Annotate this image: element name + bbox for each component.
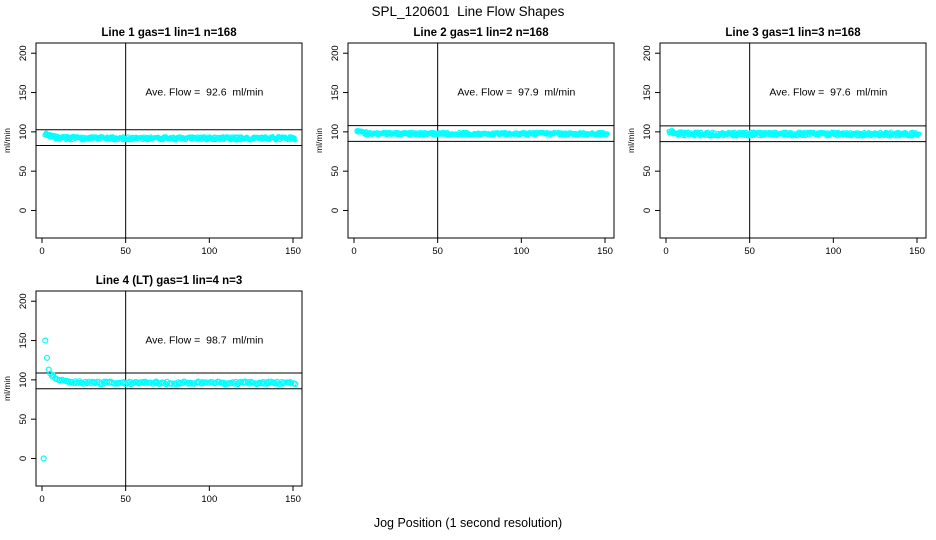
subplot-title: Line 4 (LT) gas=1 lin=4 n=3 — [96, 275, 242, 287]
x-tick-label: 50 — [432, 246, 443, 257]
y-axis-unit-label: ml/min — [2, 376, 12, 401]
data-points — [42, 130, 298, 143]
subplot-line-1-flow: Line 1 gas=1 lin=1 n=168 ml/min 0 50 100 150 2… — [2, 27, 303, 257]
y-tick-label: 50 — [18, 414, 29, 425]
y-tick-label: 0 — [330, 208, 341, 213]
x-tick-label: 50 — [744, 246, 755, 257]
y-tick-label: 150 — [330, 85, 341, 101]
y-axis-unit-label: ml/min — [2, 128, 12, 153]
y-tick-label: 100 — [642, 124, 653, 140]
x-tick-label: 150 — [597, 246, 613, 257]
x-tick-label: 0 — [39, 246, 44, 257]
x-tick-label: 150 — [285, 494, 301, 505]
y-axis-unit-label: ml/min — [314, 128, 324, 153]
y-tick-label: 50 — [642, 166, 653, 177]
y-tick-label: 0 — [18, 456, 29, 461]
ave-flow-annotation: Ave. Flow = 97.9 ml/min — [457, 87, 575, 99]
y-tick-label: 100 — [330, 124, 341, 140]
ave-flow-annotation: Ave. Flow = 98.7 ml/min — [145, 335, 263, 347]
x-axis-label: Jog Position (1 second resolution) — [373, 516, 563, 530]
x-tick-label: 0 — [663, 246, 668, 257]
plot-box — [35, 290, 303, 487]
y-tick-label: 150 — [18, 85, 29, 101]
y-tick-label: 200 — [330, 45, 341, 61]
data-points — [666, 127, 922, 139]
y-tick-label: 100 — [18, 372, 29, 388]
x-tick-label: 0 — [39, 494, 44, 505]
y-tick-label: 150 — [642, 85, 653, 101]
x-tick-label: 150 — [909, 246, 925, 257]
ave-flow-annotation: Ave. Flow = 92.6 ml/min — [145, 87, 263, 99]
subplot-line-4-flow: Line 4 (LT) gas=1 lin=4 n=3 ml/min 0 50 100 1… — [2, 275, 303, 505]
x-tick-label: 100 — [825, 246, 841, 257]
subplot-title: Line 3 gas=1 lin=3 n=168 — [725, 27, 861, 39]
subplot-title: Line 1 gas=1 lin=1 n=168 — [101, 27, 237, 39]
ave-flow-annotation: Ave. Flow = 97.6 ml/min — [769, 87, 887, 99]
y-axis-unit-label: ml/min — [626, 128, 636, 153]
y-tick-label: 200 — [642, 45, 653, 61]
plot-box — [35, 42, 303, 239]
y-tick-label: 150 — [18, 333, 29, 349]
subplot-line-3-flow: Line 3 gas=1 lin=3 n=168 ml/min 0 50 100 150 2… — [626, 27, 927, 257]
data-points — [354, 128, 610, 138]
x-tick-label: 50 — [120, 494, 131, 505]
y-tick-label: 50 — [18, 166, 29, 177]
plot-box — [347, 42, 615, 239]
y-tick-label: 0 — [642, 208, 653, 213]
subplot-line-2-flow: Line 2 gas=1 lin=2 n=168 ml/min 0 50 100 150 2… — [314, 27, 615, 257]
x-tick-label: 100 — [513, 246, 529, 257]
data-points — [40, 337, 299, 462]
y-tick-label: 50 — [330, 166, 341, 177]
figure-title: SPL_120601 Line Flow Shapes — [371, 4, 565, 19]
y-tick-label: 100 — [18, 124, 29, 140]
subplot-title: Line 2 gas=1 lin=2 n=168 — [413, 27, 549, 39]
x-tick-label: 150 — [285, 246, 301, 257]
x-tick-label: 0 — [351, 246, 356, 257]
x-tick-label: 100 — [201, 494, 217, 505]
x-tick-label: 100 — [201, 246, 217, 257]
y-tick-label: 200 — [18, 293, 29, 309]
y-tick-label: 0 — [18, 208, 29, 213]
y-tick-label: 200 — [18, 45, 29, 61]
plot-box — [659, 42, 927, 239]
x-tick-label: 50 — [120, 246, 131, 257]
